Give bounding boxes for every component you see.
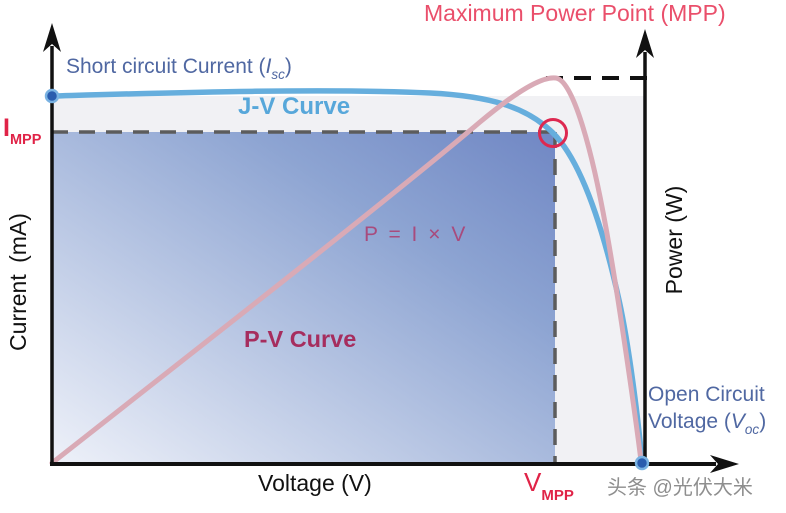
isc-label-suffix: ): [285, 55, 292, 78]
y-right-axis-label: Power (W): [661, 186, 687, 295]
voc-subscript: oc: [745, 422, 760, 437]
mpp-power-rectangle: [52, 132, 555, 463]
right-axis-arrow-icon: [636, 29, 654, 58]
impp-symbol: I: [3, 114, 10, 142]
voc-label-line1: Open Circuit: [648, 383, 765, 406]
impp-subscript: MPP: [10, 132, 42, 148]
vmpp-symbol: V: [524, 467, 542, 497]
isc-subscript: sc: [271, 67, 285, 82]
voc-symbol: V: [731, 410, 747, 433]
isc-label-prefix: Short circuit Current (: [66, 55, 266, 78]
vmpp-label: VMPP: [524, 467, 574, 504]
voc-label-prefix: Voltage (: [648, 410, 731, 433]
pv-curve-label: P-V Curve: [244, 326, 356, 352]
voc-point-marker-icon: [634, 455, 650, 471]
chart-title: Maximum Power Point (MPP): [424, 0, 726, 26]
y-left-axis-label: Current (mA): [5, 213, 31, 351]
isc-label: Short circuit Current (Isc): [66, 55, 292, 82]
isc-point-marker-icon: [44, 88, 60, 104]
x-axis-arrow-icon: [710, 455, 739, 473]
voc-label-suffix: ): [759, 410, 766, 433]
vmpp-subscript: MPP: [541, 487, 574, 504]
voc-label-line2: Voltage (Voc): [648, 410, 766, 437]
left-axis-arrow-icon: [43, 23, 61, 52]
jv-curve-label: J-V Curve: [238, 93, 350, 120]
pv-curve-path: [49, 75, 644, 466]
power-formula: P = I × V: [364, 223, 468, 246]
watermark: 头条 @光伏大米: [607, 476, 753, 499]
impp-label: IMPP: [3, 114, 42, 148]
isc-symbol: I: [266, 55, 272, 78]
x-axis-label: Voltage (V): [258, 470, 372, 496]
mpp-circle-marker-icon: [538, 118, 568, 148]
